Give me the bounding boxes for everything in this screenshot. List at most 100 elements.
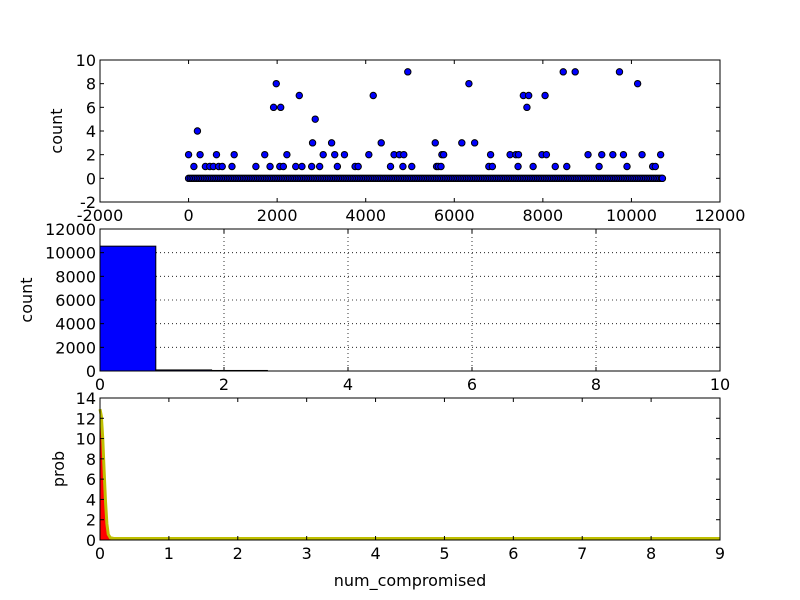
- x-tick-label: 2: [219, 375, 229, 394]
- scatter-point: [638, 150, 646, 159]
- histogram-ticks: 0 2 4 6 8 10 0 2000 4000 6000 8000 10000 12000: [45, 220, 730, 394]
- y-tick-label: 14: [76, 389, 96, 408]
- scatter-point: [656, 150, 665, 159]
- x-tick-label: 12000: [695, 206, 746, 225]
- scatter-point: [283, 150, 291, 159]
- x-tick-label: 4000: [345, 206, 386, 225]
- scatter-point: [541, 91, 549, 100]
- x-tick-label: 6: [467, 375, 477, 394]
- scatter-point: [623, 162, 631, 171]
- x-tick-label: 8: [646, 544, 656, 563]
- scatter-point: [615, 68, 624, 76]
- scatter-point: [308, 139, 317, 147]
- scatter-point: [333, 162, 342, 171]
- scatter-point: [470, 139, 479, 147]
- scatter-point: [551, 162, 559, 171]
- scatter-point: [369, 91, 377, 100]
- y-tick-label: 10: [76, 430, 96, 449]
- y-tick-label: 0: [86, 531, 96, 550]
- scatter-point: [595, 162, 603, 171]
- y-tick-label: 6000: [55, 291, 96, 310]
- density-x-axis-label: num_compromised: [334, 571, 487, 591]
- scatter-point: [230, 150, 238, 159]
- scatter-point: [458, 139, 466, 147]
- y-tick-label: 2: [86, 511, 96, 530]
- scatter-point: [315, 162, 324, 171]
- scatter-point: [571, 68, 579, 76]
- scatter-point: [266, 162, 274, 171]
- x-tick-label: 10: [710, 375, 730, 394]
- x-tick-label: 1: [164, 544, 174, 563]
- x-tick-label: 10000: [606, 206, 657, 225]
- scatter-point: [488, 162, 497, 171]
- x-tick-label: 8: [591, 375, 601, 394]
- density-line: [98, 408, 720, 540]
- scatter-point: [399, 162, 407, 171]
- scatter-point: [658, 174, 667, 183]
- y-tick-label: 12: [76, 409, 96, 428]
- scatter-point: [529, 162, 537, 171]
- scatter-point: [563, 162, 571, 171]
- histogram-bars: [99, 245, 268, 372]
- scatter-point: [269, 103, 278, 112]
- scatter-point: [279, 162, 288, 171]
- x-tick-label: 5: [439, 544, 449, 563]
- scatter-points: [184, 68, 667, 183]
- y-tick-label: 4: [86, 490, 96, 509]
- scatter-point: [514, 150, 523, 159]
- scatter-ticks: -2000 0 2000 4000 6000 8000 10000 12000 -2 0 2 4 6 8 1…: [76, 51, 746, 225]
- scatter-point: [340, 150, 349, 159]
- x-tick-label: 0: [95, 544, 105, 563]
- x-tick-label: 4: [343, 375, 353, 394]
- scatter-point: [633, 79, 642, 88]
- scatter-point: [196, 150, 204, 159]
- scatter-point: [307, 162, 316, 171]
- histogram-y-axis-label: count: [17, 277, 36, 322]
- density-y-axis-label: prob: [49, 451, 68, 487]
- y-tick-label: 2: [86, 146, 96, 165]
- x-tick-label: -2000: [77, 206, 124, 225]
- scatter-point: [311, 115, 319, 123]
- scatter-point: [193, 127, 202, 135]
- scatter-point: [400, 150, 408, 159]
- scatter-point: [261, 150, 269, 159]
- scatter-point: [584, 150, 592, 159]
- scatter-point: [327, 139, 336, 147]
- y-tick-label: 0: [86, 362, 96, 381]
- scatter-point: [651, 162, 660, 171]
- x-tick-label: 6: [508, 544, 518, 563]
- scatter-point: [228, 162, 236, 171]
- scatter-point: [524, 91, 533, 100]
- x-tick-label: 2: [233, 544, 243, 563]
- x-tick-label: 0: [95, 375, 105, 394]
- y-tick-label: 8000: [55, 267, 96, 286]
- scatter-point: [298, 162, 306, 171]
- y-tick-label: -2: [80, 193, 96, 212]
- y-tick-label: 8: [86, 450, 96, 469]
- y-tick-label: 10: [76, 51, 96, 70]
- scatter-point: [377, 139, 385, 147]
- y-tick-label: 0: [86, 169, 96, 188]
- scatter-point: [431, 139, 439, 147]
- scatter-point: [252, 162, 260, 171]
- scatter-panel: -2000 0 2000 4000 6000 8000 10000 12000 -2 0 2 4 6 8 1…: [47, 51, 745, 225]
- histogram-panel: 0 2 4 6 8 10 0 2000 4000 6000 8000 10000 12000 count: [17, 220, 730, 394]
- scatter-point: [404, 68, 412, 76]
- y-tick-label: 8: [86, 75, 96, 94]
- x-tick-label: 6000: [434, 206, 475, 225]
- y-tick-label: 4: [86, 122, 96, 141]
- y-tick-label: 6: [86, 470, 96, 489]
- scatter-point: [486, 150, 495, 159]
- scatter-point: [437, 162, 445, 171]
- scatter-point: [609, 150, 617, 159]
- y-tick-label: 10000: [45, 244, 96, 263]
- scatter-point: [559, 68, 567, 76]
- scatter-point: [295, 91, 303, 100]
- density-fill: [100, 409, 720, 540]
- scatter-point: [619, 150, 628, 159]
- scatter-point: [514, 162, 522, 171]
- x-tick-label: 9: [715, 544, 725, 563]
- scatter-point: [542, 150, 551, 159]
- scatter-point: [292, 162, 300, 171]
- x-tick-label: 8000: [522, 206, 563, 225]
